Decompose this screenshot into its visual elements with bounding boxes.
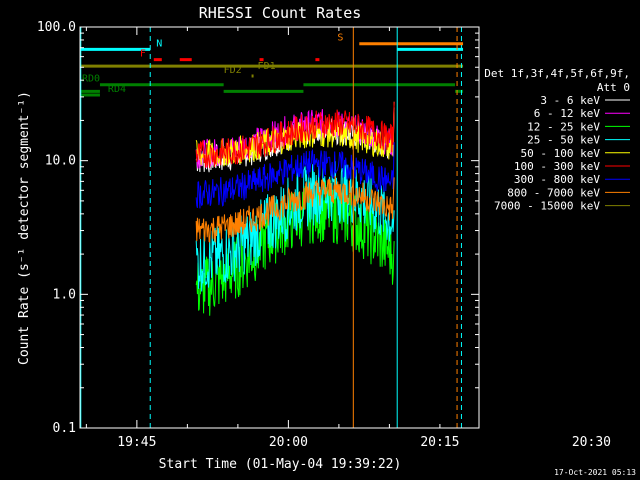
y-axis-ticks: 0.1 1.0 10.0 100.0 [37,20,479,436]
x-tick-label: 20:15 [420,435,459,450]
legend-entry-label: 300 - 800 keV [514,173,600,186]
series-line [195,142,395,209]
y-tick-label: 100.0 [37,20,76,35]
chart-title: RHESSI Count Rates [199,4,362,22]
x-tick-label: 19:45 [117,435,156,450]
y-tick-label: 10.0 [45,154,76,169]
y-tick-label: 0.1 [53,421,76,436]
legend-attenuator: Att 0 [597,81,630,94]
flag-label: RD0 [82,74,100,85]
flag-label: RD4 [108,84,126,95]
legend-entry-label: 50 - 100 keV [521,147,601,160]
y-axis-label: Count Rate (s⁻¹ detector segment⁻¹) [17,91,32,365]
x-axis-label: Start Time (01-May-04 19:39:22) [159,457,402,472]
legend-entry-label: 6 - 12 keV [534,107,601,120]
timestamp: 17-Oct-2021 05:13 [554,468,636,477]
series-line [195,175,395,243]
series-line [195,101,395,169]
flag-label: F [140,49,146,60]
legend-entry-label: 12 - 25 keV [527,120,600,133]
y-tick-label: 1.0 [53,287,76,302]
legend-entry-label: 100 - 300 keV [514,160,600,173]
flag-label: N [156,38,162,49]
legend-header: Det 1f,3f,4f,5f,6f,9f, [484,67,630,80]
legend-entry-label: 25 - 50 keV [527,134,600,147]
flag-label: FD2 [224,65,242,76]
legend-entry-label: 800 - 7000 keV [507,186,600,199]
legend-entry-label: 3 - 6 keV [540,94,600,107]
plot-frame [79,26,480,429]
x-tick-label: 20:30 [572,435,611,450]
x-tick-label: 20:00 [269,435,308,450]
flag-label: S [337,33,343,44]
legend-entry-label: 7000 - 15000 keV [494,200,600,213]
flag-label: FD1 [258,61,276,72]
